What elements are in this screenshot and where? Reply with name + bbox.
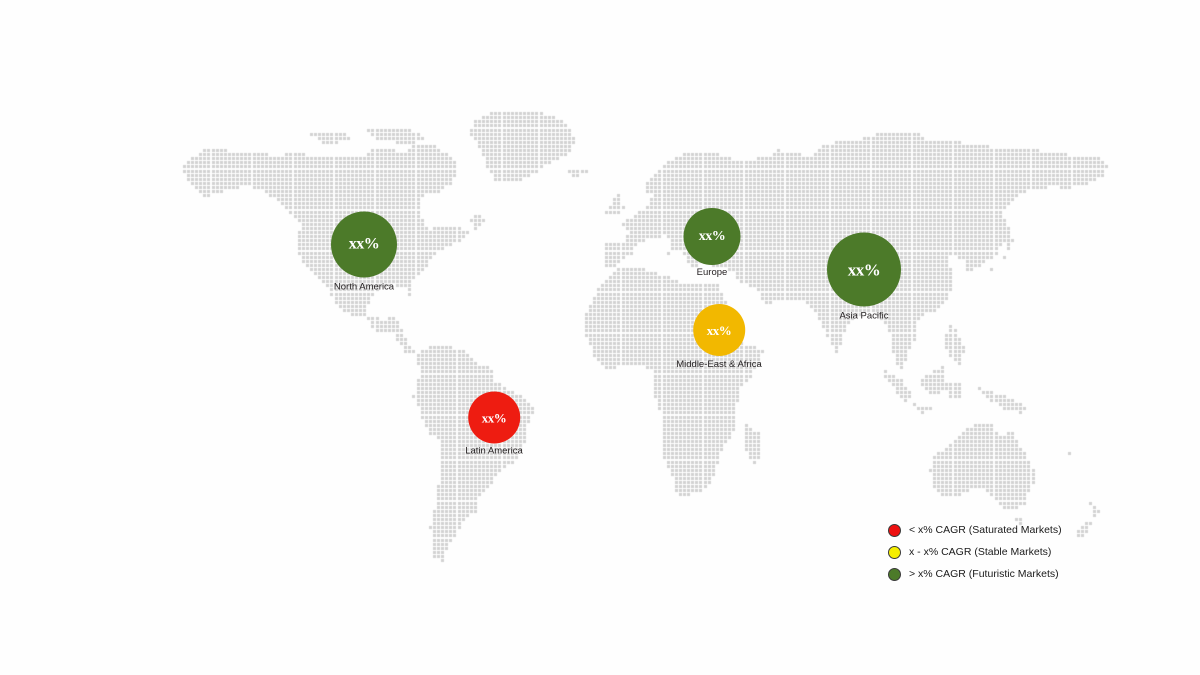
bubble-value-asia-pacific: xx%	[827, 232, 901, 307]
legend-label-futuristic: > x% CAGR (Futuristic Markets)	[909, 568, 1059, 580]
region-bubble-north-america[interactable]: xx% North America	[331, 211, 397, 293]
region-label-middle-east-africa: Middle-East & Africa	[676, 359, 762, 370]
legend-label-stable: x - x% CAGR (Stable Markets)	[909, 546, 1052, 558]
legend-item-saturated[interactable]: < x% CAGR (Saturated Markets)	[888, 519, 1108, 541]
region-bubble-asia-pacific[interactable]: xx% Asia Pacific	[827, 232, 901, 322]
legend-dot-stable-icon	[888, 545, 901, 559]
bubble-value-middle-east-africa: xx%	[692, 304, 745, 356]
legend-label-saturated: < x% CAGR (Saturated Markets)	[909, 524, 1062, 536]
region-bubble-middle-east-africa[interactable]: xx% Middle-East & Africa	[676, 304, 762, 370]
legend: < x% CAGR (Saturated Markets) x - x% CAGR…	[888, 519, 1108, 585]
legend-item-stable[interactable]: x - x% CAGR (Stable Markets)	[888, 541, 1108, 563]
region-label-north-america: North America	[333, 281, 395, 293]
region-label-asia-pacific: Asia Pacific	[839, 310, 889, 322]
legend-dot-saturated-icon	[888, 523, 901, 537]
region-label-europe: Europe	[696, 267, 728, 278]
bubble-value-latin-america: xx%	[468, 391, 520, 444]
bubble-value-europe: xx%	[683, 208, 741, 265]
legend-item-futuristic[interactable]: > x% CAGR (Futuristic Markets)	[888, 563, 1108, 585]
region-bubble-europe[interactable]: xx% Europe	[683, 208, 741, 278]
bubble-value-north-america: xx%	[331, 211, 397, 278]
legend-dot-futuristic-icon	[888, 567, 901, 581]
region-bubble-latin-america[interactable]: xx% Latin America	[465, 391, 523, 457]
region-label-latin-america: Latin America	[465, 445, 523, 457]
